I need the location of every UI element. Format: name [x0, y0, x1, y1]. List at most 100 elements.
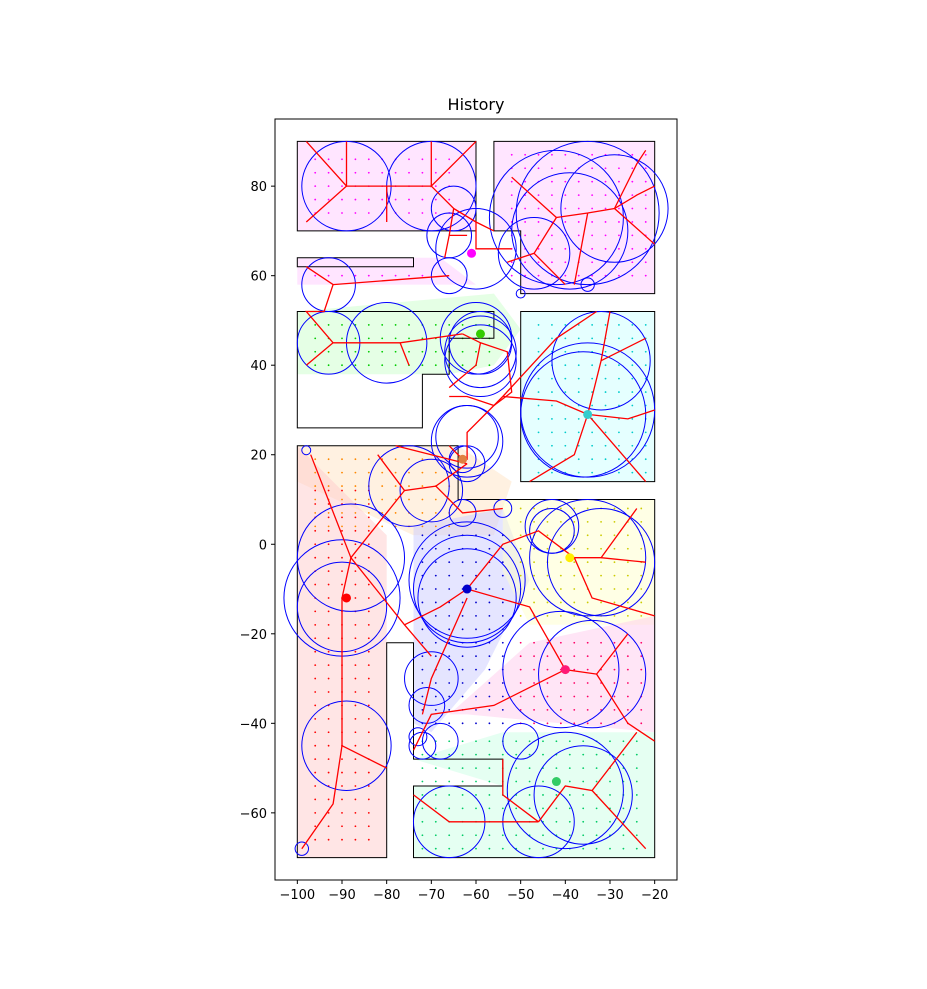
coverage-circle-40 [506, 731, 624, 850]
coverage-circle-53 [551, 310, 651, 411]
network-line-19 [529, 414, 589, 483]
agent-point-7 [560, 665, 570, 675]
network-line-22 [614, 208, 656, 245]
network-line-8 [304, 284, 463, 344]
network-line-26 [533, 252, 566, 286]
region-4 [520, 311, 655, 482]
network-line-20 [587, 413, 647, 483]
y-tick-label-1: −40 [240, 717, 267, 732]
coverage-circle-22 [529, 507, 575, 554]
coverage-circle-12 [444, 324, 517, 398]
coverage-circle-18 [399, 458, 464, 523]
network-line-42 [412, 669, 566, 751]
network-line-5 [453, 207, 512, 250]
coverage-circle-19 [448, 498, 477, 527]
coverage-circle-20 [493, 499, 513, 518]
coverage-circle-48 [488, 149, 624, 286]
network-line-28 [395, 445, 468, 465]
y-tick-label-5: 40 [250, 359, 267, 374]
network-line-34 [301, 598, 343, 850]
network-line-15 [502, 395, 588, 415]
network-line-32 [310, 454, 352, 558]
coverage-circle-33 [404, 651, 459, 706]
network-line-43 [421, 597, 468, 715]
coverage-circle-38 [502, 722, 540, 760]
network-line-27 [573, 212, 589, 285]
x-tick-label-4: −60 [462, 888, 489, 903]
network-line-45 [591, 790, 647, 850]
coverage-circle-49 [511, 172, 629, 290]
network-line-24 [511, 176, 557, 218]
coverage-circle-30 [417, 548, 517, 648]
x-tick-label-0: −100 [279, 888, 315, 903]
plot-area [283, 140, 669, 859]
network-line-30 [435, 485, 503, 514]
network-line-25 [613, 149, 647, 209]
coverage-circle-23 [529, 498, 647, 617]
chart-title: History [448, 95, 505, 114]
coverage-circle-44 [301, 445, 312, 456]
network-line-39 [404, 588, 468, 626]
coverage-circle-41 [533, 745, 633, 845]
coverage-circle-46 [294, 841, 309, 856]
x-axis: −100 −90 −80 −70 −60 −50 −40 −30 −20 [279, 880, 668, 903]
sample-points-2 [314, 274, 424, 277]
wall-5 [296, 445, 656, 859]
coverage-circle-17 [368, 445, 450, 527]
y-tick-label-7: 80 [250, 180, 267, 195]
coverage-circle-24 [546, 507, 656, 617]
network-line-36 [466, 508, 638, 590]
network-line-38 [601, 557, 646, 563]
y-tick-label-2: −20 [240, 628, 267, 643]
x-tick-label-1: −90 [328, 888, 355, 903]
coverage-circle-37 [408, 727, 428, 747]
coverage-circle-4 [435, 208, 517, 290]
x-tick-label-8: −20 [641, 888, 668, 903]
wall-4 [520, 311, 656, 483]
network-line-46 [413, 794, 539, 823]
agent-point-6 [462, 584, 472, 594]
agent-point-1 [475, 329, 485, 339]
coverage-circle-51 [560, 154, 669, 263]
network-line-18 [587, 409, 655, 420]
x-tick-label-6: −40 [552, 888, 579, 903]
network-line-47 [502, 759, 539, 823]
agent-point-8 [551, 777, 561, 787]
network-line-29 [377, 454, 468, 492]
y-tick-label-3: 0 [259, 538, 267, 553]
coverage-circle-39 [301, 700, 392, 791]
y-axis: −60 −40 −20 0 20 40 60 80 [240, 180, 275, 822]
network-line-41 [596, 673, 656, 742]
x-tick-label-5: −50 [507, 888, 534, 903]
coverage-circle-28 [408, 521, 526, 639]
coverage-circle-14 [435, 404, 499, 469]
agent-point-3 [458, 454, 468, 464]
coverage-circle-55 [520, 351, 647, 478]
y-tick-label-0: −60 [240, 807, 267, 822]
region-3 [297, 293, 521, 375]
x-tick-label-3: −70 [418, 888, 445, 903]
network-line-12 [448, 342, 482, 389]
agent-point-2 [583, 409, 593, 419]
network-line-2 [430, 140, 477, 188]
network-line-17 [600, 337, 646, 362]
network-line-10 [399, 342, 410, 366]
sample-points-4 [537, 324, 647, 474]
coverage-circle-50 [515, 140, 660, 286]
network-line-37 [573, 557, 655, 617]
agent-point-4 [565, 553, 575, 563]
network-line-35 [341, 745, 387, 769]
wall-3 [296, 311, 495, 429]
coverage-circle-11 [444, 315, 517, 389]
coverage-circle-25 [296, 503, 406, 612]
network-line-44 [537, 731, 638, 823]
region-9 [449, 615, 655, 733]
coverage-circle-5 [430, 257, 468, 295]
network-line-1 [305, 141, 348, 223]
coverage-circle-47 [515, 288, 526, 299]
y-tick-label-6: 60 [250, 270, 267, 285]
region-7 [502, 499, 655, 625]
x-tick-label-7: −30 [596, 888, 623, 903]
x-tick-label-2: −80 [373, 888, 400, 903]
